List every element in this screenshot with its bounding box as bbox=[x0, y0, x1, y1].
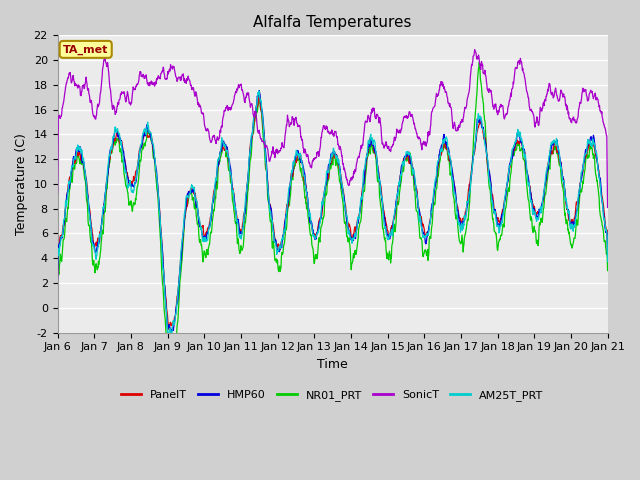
Y-axis label: Temperature (C): Temperature (C) bbox=[15, 133, 28, 235]
Legend: PanelT, HMP60, NR01_PRT, SonicT, AM25T_PRT: PanelT, HMP60, NR01_PRT, SonicT, AM25T_P… bbox=[117, 385, 548, 406]
Title: Alfalfa Temperatures: Alfalfa Temperatures bbox=[253, 15, 412, 30]
Text: TA_met: TA_met bbox=[63, 44, 108, 55]
X-axis label: Time: Time bbox=[317, 358, 348, 371]
